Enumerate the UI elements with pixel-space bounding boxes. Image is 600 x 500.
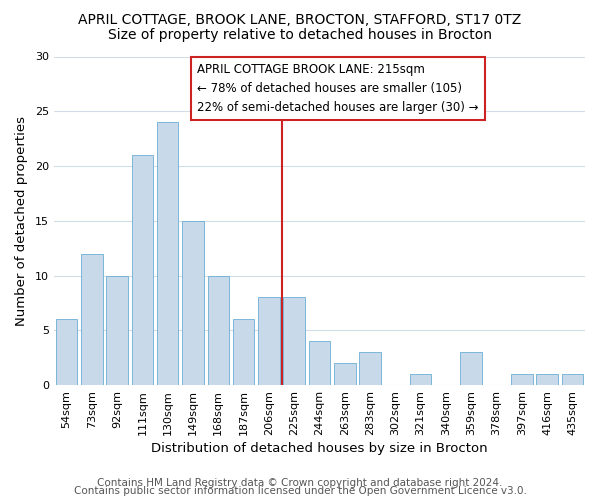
Text: Contains HM Land Registry data © Crown copyright and database right 2024.: Contains HM Land Registry data © Crown c… xyxy=(97,478,503,488)
X-axis label: Distribution of detached houses by size in Brocton: Distribution of detached houses by size … xyxy=(151,442,488,455)
Bar xyxy=(56,320,77,385)
Bar xyxy=(359,352,381,385)
Text: APRIL COTTAGE, BROOK LANE, BROCTON, STAFFORD, ST17 0TZ: APRIL COTTAGE, BROOK LANE, BROCTON, STAF… xyxy=(79,12,521,26)
Bar xyxy=(258,298,280,385)
Bar xyxy=(233,320,254,385)
Bar xyxy=(81,254,103,385)
Bar xyxy=(106,276,128,385)
Bar xyxy=(536,374,558,385)
Text: APRIL COTTAGE BROOK LANE: 215sqm
← 78% of detached houses are smaller (105)
22% : APRIL COTTAGE BROOK LANE: 215sqm ← 78% o… xyxy=(197,63,479,114)
Bar xyxy=(182,221,204,385)
Bar xyxy=(334,363,356,385)
Text: Size of property relative to detached houses in Brocton: Size of property relative to detached ho… xyxy=(108,28,492,42)
Bar xyxy=(309,342,330,385)
Bar xyxy=(157,122,178,385)
Bar xyxy=(283,298,305,385)
Bar xyxy=(562,374,583,385)
Bar xyxy=(511,374,533,385)
Y-axis label: Number of detached properties: Number of detached properties xyxy=(15,116,28,326)
Bar xyxy=(410,374,431,385)
Bar xyxy=(460,352,482,385)
Bar xyxy=(131,155,153,385)
Bar xyxy=(208,276,229,385)
Text: Contains public sector information licensed under the Open Government Licence v3: Contains public sector information licen… xyxy=(74,486,526,496)
